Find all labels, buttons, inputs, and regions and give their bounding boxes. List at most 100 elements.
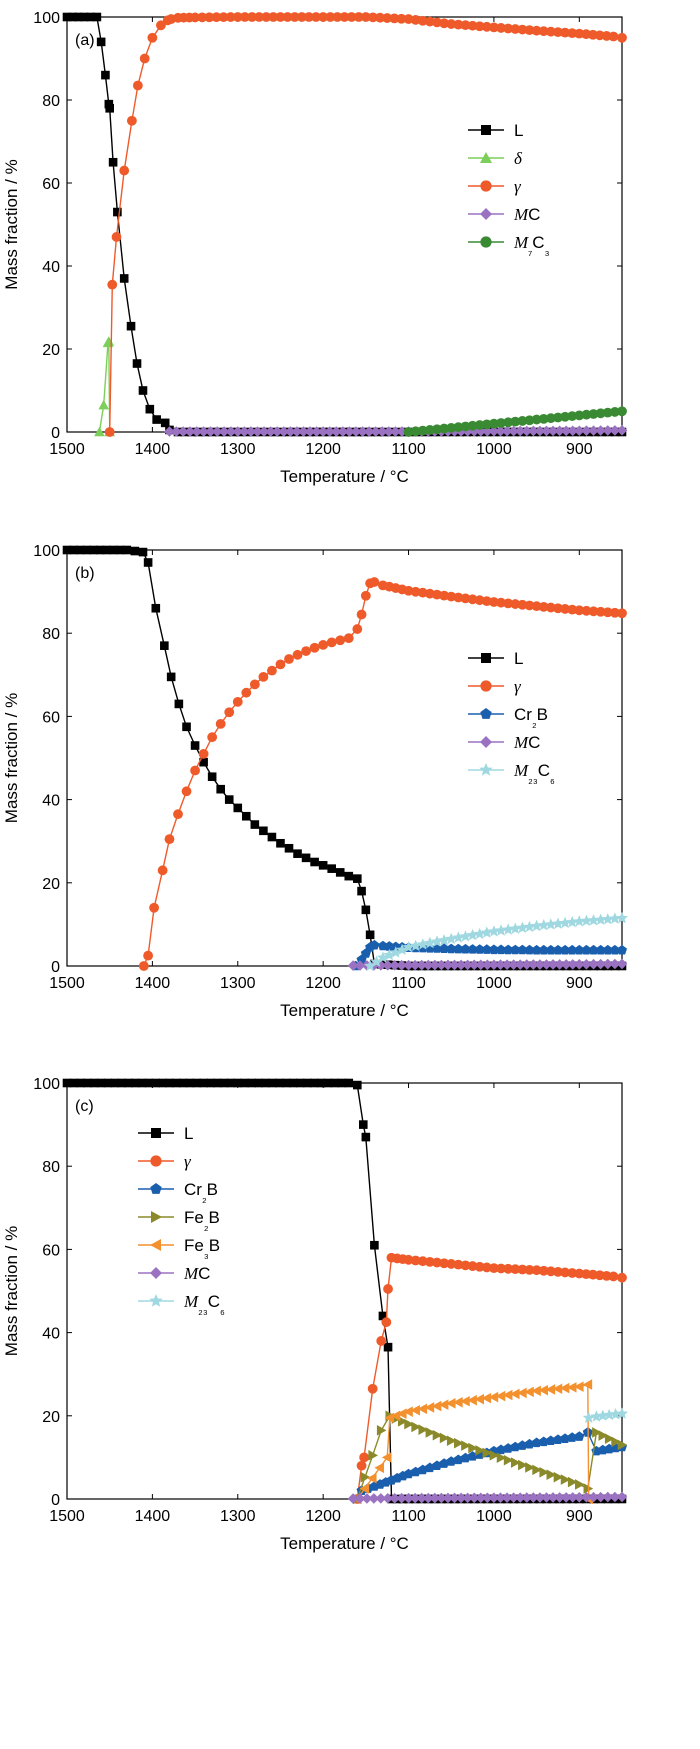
- data-point: [524, 600, 535, 611]
- data-point: [384, 1412, 395, 1424]
- data-point: [489, 418, 499, 429]
- x-tick-label: 1400: [135, 441, 171, 458]
- data-point: [453, 422, 464, 433]
- data-point: [495, 959, 506, 971]
- data-point: [531, 944, 542, 955]
- data-point: [517, 944, 528, 955]
- y-tick-label: 40: [42, 793, 60, 810]
- legend-marker: [480, 236, 492, 248]
- legend-item-Fe2B: Fe₂B: [138, 1208, 220, 1233]
- data-point: [126, 115, 137, 126]
- data-point: [224, 795, 234, 804]
- series-line: [67, 16, 622, 433]
- data-point: [538, 26, 549, 37]
- data-point: [502, 1389, 513, 1401]
- data-point: [117, 1078, 126, 1088]
- data-point: [574, 605, 585, 616]
- data-point: [138, 547, 148, 557]
- data-point: [611, 1436, 621, 1448]
- data-point: [240, 1078, 250, 1088]
- data-point: [588, 425, 599, 436]
- legend-marker: [151, 1211, 162, 1223]
- data-point: [554, 959, 565, 970]
- data-point: [383, 1284, 393, 1294]
- data-point: [446, 943, 457, 954]
- chart-panel-b: 1500 1400 1300 1200 1100 1000 900 0 20 40 60 80 100 T…: [2, 543, 628, 1020]
- data-point: [370, 1240, 379, 1250]
- data-point: [544, 918, 557, 930]
- data-point: [531, 25, 542, 36]
- data-point: [482, 1447, 493, 1459]
- data-point: [416, 938, 429, 950]
- data-point: [538, 601, 549, 612]
- data-point: [79, 12, 89, 22]
- data-point: [460, 943, 471, 954]
- data-point: [531, 414, 542, 425]
- data-point: [588, 606, 599, 617]
- legend-marker: [150, 1155, 162, 1167]
- data-point: [496, 1263, 506, 1274]
- data-point: [293, 849, 302, 858]
- data-point: [425, 1427, 436, 1438]
- data-point: [369, 939, 380, 950]
- y-axis-title: Mass fraction / %: [2, 1226, 21, 1356]
- data-point: [588, 409, 599, 419]
- data-point: [603, 1408, 616, 1421]
- data-point: [514, 1492, 526, 1503]
- data-point: [439, 943, 450, 953]
- data-point: [567, 1476, 578, 1488]
- series-M7C3: [403, 406, 627, 437]
- data-point: [538, 413, 549, 424]
- data-point: [566, 916, 579, 928]
- data-point: [438, 1399, 449, 1411]
- data-point: [177, 426, 189, 437]
- data-point: [370, 955, 383, 967]
- data-point: [514, 959, 526, 970]
- data-point: [62, 545, 72, 555]
- data-point: [138, 386, 148, 395]
- data-point: [601, 913, 614, 925]
- data-point: [382, 1493, 394, 1504]
- data-point: [132, 80, 143, 91]
- legend-label: Cr₂B: [184, 1180, 218, 1205]
- data-point: [617, 608, 627, 619]
- data-point: [608, 912, 621, 924]
- data-point: [503, 944, 514, 955]
- x-tick-label: 1100: [391, 441, 426, 458]
- data-point: [489, 597, 499, 607]
- legend-label: Fe₂B: [184, 1208, 220, 1233]
- data-point: [466, 928, 479, 941]
- series-MC: [347, 958, 628, 971]
- data-point: [378, 1311, 388, 1321]
- data-point: [432, 1429, 443, 1441]
- data-point: [468, 959, 480, 971]
- data-point: [275, 659, 286, 670]
- data-point: [82, 545, 92, 555]
- data-point: [609, 1408, 622, 1420]
- data-point: [207, 732, 218, 743]
- data-point: [157, 865, 168, 876]
- data-point: [595, 606, 606, 617]
- y-tick-label: 0: [51, 425, 60, 442]
- data-point: [482, 425, 493, 437]
- data-point: [190, 741, 200, 750]
- data-point: [509, 922, 522, 934]
- legend-marker: [481, 125, 491, 135]
- data-point: [327, 864, 336, 873]
- data-point: [489, 22, 499, 33]
- data-point: [488, 1492, 500, 1504]
- data-point: [350, 426, 362, 437]
- data-point: [560, 604, 570, 614]
- data-point: [560, 944, 571, 955]
- data-point: [609, 958, 621, 970]
- data-point: [474, 1261, 485, 1272]
- data-point: [508, 425, 519, 437]
- data-point: [467, 594, 478, 605]
- data-point: [359, 1452, 370, 1463]
- data-point: [547, 1492, 559, 1503]
- data-point: [95, 545, 105, 555]
- data-point: [524, 1264, 535, 1275]
- data-point: [462, 959, 473, 971]
- data-point: [275, 12, 286, 22]
- legend-item-M7C3: M₇C₃: [468, 233, 550, 258]
